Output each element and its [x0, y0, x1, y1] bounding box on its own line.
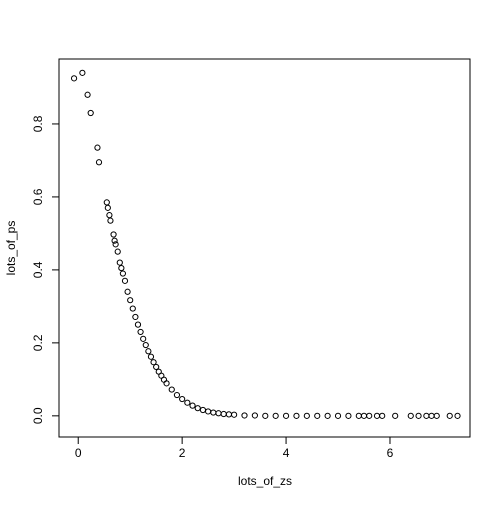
point	[355, 412, 362, 419]
plot-box	[58, 58, 471, 438]
point	[168, 386, 175, 393]
point	[454, 412, 461, 419]
point	[241, 412, 248, 419]
point	[84, 91, 91, 98]
point	[262, 412, 269, 419]
point	[179, 395, 186, 403]
point	[147, 353, 155, 360]
point	[145, 348, 152, 355]
point	[433, 412, 440, 419]
point	[220, 410, 227, 418]
point	[70, 75, 78, 82]
point	[79, 69, 86, 76]
y-tick-label: 0.8	[31, 115, 45, 132]
x-tick-label: 6	[387, 446, 394, 460]
point	[129, 305, 136, 312]
point	[205, 408, 212, 415]
point	[111, 237, 118, 244]
point	[446, 412, 453, 419]
point	[173, 391, 181, 399]
point	[423, 412, 430, 419]
point	[116, 259, 123, 266]
point	[428, 412, 435, 419]
point	[124, 288, 131, 295]
point	[373, 412, 381, 419]
point	[150, 359, 157, 366]
y-tick-label: 0.6	[31, 188, 45, 205]
y-axis-title: lots_of_ps	[4, 221, 18, 276]
point	[121, 277, 129, 284]
point	[199, 406, 207, 414]
point	[392, 412, 399, 419]
point	[87, 109, 94, 117]
y-tick-label: 0.0	[31, 407, 45, 424]
point	[379, 412, 386, 419]
x-axis-title: lots_of_zs	[238, 474, 292, 488]
point	[231, 411, 238, 418]
point	[160, 376, 168, 383]
point	[366, 412, 373, 419]
point	[282, 412, 290, 419]
point	[119, 270, 127, 277]
y-tick-label: 0.2	[31, 334, 45, 351]
point	[194, 405, 201, 412]
point	[314, 412, 321, 419]
point	[415, 412, 422, 419]
point	[140, 335, 147, 342]
point	[345, 412, 352, 419]
point	[407, 412, 414, 419]
point	[137, 328, 144, 336]
point	[251, 412, 258, 419]
point	[163, 380, 170, 387]
point	[360, 412, 368, 419]
x-tick-label: 0	[75, 446, 82, 460]
point	[110, 231, 117, 238]
point	[225, 411, 233, 418]
x-tick-label: 2	[179, 446, 186, 460]
point	[153, 363, 160, 371]
point	[112, 241, 119, 248]
point	[142, 341, 149, 349]
point	[272, 412, 279, 419]
point	[184, 399, 191, 406]
point	[189, 402, 196, 409]
point	[118, 264, 125, 272]
point	[95, 159, 103, 166]
point	[114, 248, 121, 255]
point	[334, 412, 342, 419]
point	[215, 410, 222, 417]
x-tick-label: 4	[283, 446, 290, 460]
point	[107, 217, 114, 224]
point	[106, 212, 113, 219]
y-tick-label: 0.4	[31, 261, 45, 278]
point	[94, 144, 101, 151]
point	[127, 297, 134, 304]
point	[303, 412, 310, 419]
point	[132, 313, 139, 321]
point	[210, 409, 217, 416]
point	[293, 412, 300, 419]
point	[324, 412, 331, 419]
point	[134, 321, 142, 328]
point	[104, 204, 111, 211]
point	[103, 199, 110, 206]
